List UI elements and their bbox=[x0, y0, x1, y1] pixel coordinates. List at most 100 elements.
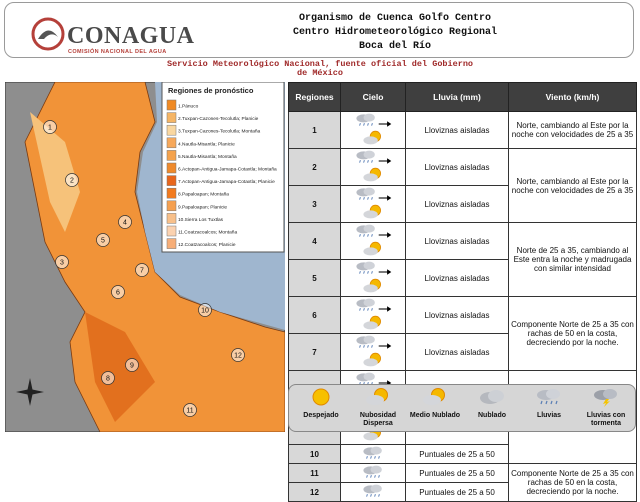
sky-cell bbox=[340, 111, 406, 149]
region-number: 3 bbox=[60, 260, 64, 267]
compass bbox=[16, 378, 44, 406]
header: CONAGUA COMISIÓN NACIONAL DEL AGUA Organ… bbox=[4, 2, 634, 58]
region-cell: 6 bbox=[288, 296, 341, 334]
weather-icon bbox=[354, 223, 378, 239]
region-marker bbox=[135, 263, 149, 277]
brand: CONAGUA bbox=[67, 23, 195, 49]
region-number: 4 bbox=[123, 220, 127, 227]
region-marker bbox=[96, 233, 110, 247]
rain-cell: Lloviznas aisladas bbox=[405, 111, 509, 149]
weather-icon bbox=[534, 387, 564, 407]
region-shape bbox=[85, 312, 155, 422]
rain-cell: Lloviznas aisladas bbox=[405, 148, 509, 186]
legend-label: 5.Nautla-Misantla; Montaña bbox=[178, 154, 237, 160]
region-number: 7 bbox=[140, 268, 144, 275]
region-number: 10 bbox=[201, 308, 209, 315]
weather-icon bbox=[306, 387, 336, 407]
weather-icon bbox=[354, 334, 378, 350]
map-legend-items: 1.Pánuco 2.Tuxpan-Cazones-Tecolutla; Plan… bbox=[166, 99, 277, 249]
map-legend bbox=[161, 82, 285, 253]
legend-label: 2.Tuxpan-Cazones-Tecolutla; Planicie bbox=[178, 116, 259, 122]
title: Organismo de Cuenca Golfo Centro bbox=[298, 13, 492, 24]
legend-label: 11.Coatzacoalcos; Montaña bbox=[178, 230, 237, 236]
region-cell: 5 bbox=[288, 259, 341, 297]
wind-cell: Componente Norte de 25 a 35 con rachas d… bbox=[508, 463, 637, 502]
column-header: Regiones bbox=[288, 82, 341, 112]
map: Regiones de pronóstico 1.Pánuco 2.Tuxpan-… bbox=[5, 82, 285, 432]
sky-cell bbox=[340, 482, 406, 502]
legend-label: 1.Pánuco bbox=[178, 104, 199, 110]
weather-icon bbox=[354, 149, 378, 165]
weather-icon bbox=[378, 157, 392, 165]
legend-swatch bbox=[166, 200, 177, 212]
legend-swatch bbox=[166, 150, 177, 161]
legend-item: Medio Nublado bbox=[407, 387, 463, 420]
header-row: Regiones Cielo Lluvia (mm) Viento (km/h) bbox=[288, 82, 637, 112]
sky-cell bbox=[340, 296, 406, 334]
legend-swatch bbox=[166, 124, 177, 136]
region-number: 5 bbox=[101, 238, 105, 245]
sky-cell bbox=[340, 259, 406, 297]
table-row: 4 Lloviznas aisladas Norte de 25 a 35, cam… bbox=[288, 222, 637, 297]
region-cell: 7 bbox=[288, 333, 341, 371]
region-marker bbox=[125, 358, 139, 372]
region-cell: 3 bbox=[288, 185, 341, 223]
region-marker bbox=[55, 255, 69, 269]
region-cell: 2 bbox=[288, 148, 341, 186]
legend-swatch bbox=[166, 137, 177, 149]
weather-icon bbox=[354, 297, 378, 313]
region-cell: 11 bbox=[288, 463, 341, 483]
region-marker bbox=[183, 403, 197, 417]
table-row: 6 Lloviznas aisladas Componente Norte de 2… bbox=[288, 296, 637, 371]
legend-item: Nubosidad Dispersa bbox=[350, 387, 406, 428]
rain-cell: Lloviznas aisladas bbox=[405, 185, 509, 223]
region-marker bbox=[65, 173, 79, 187]
brand-subtitle: COMISIÓN NACIONAL DEL AGUA bbox=[68, 49, 167, 55]
sky-cell bbox=[340, 333, 406, 371]
legend-swatch bbox=[166, 175, 177, 186]
weather-icon bbox=[591, 387, 621, 407]
weather-icon bbox=[361, 464, 385, 480]
weather-icon bbox=[361, 167, 385, 183]
table-body: 1 Lloviznas aisladas Norte, cambiando al E… bbox=[288, 111, 637, 502]
weather-icon bbox=[361, 241, 385, 257]
rain-cell: Lloviznas aisladas bbox=[405, 259, 509, 297]
column-header: Lluvia (mm) bbox=[405, 82, 509, 112]
legend-item: Lluvias bbox=[521, 387, 577, 420]
legend-swatch bbox=[166, 213, 177, 224]
title: Centro Hidrometeorológico Regional bbox=[292, 27, 498, 38]
weather-icon bbox=[378, 194, 392, 202]
column-header: Cielo bbox=[340, 82, 406, 112]
legend-swatch bbox=[166, 112, 177, 123]
table-row: 5 Lloviznas aisladas bbox=[288, 259, 637, 297]
sky-cell bbox=[340, 222, 406, 260]
weather-icon bbox=[378, 120, 392, 128]
table-row: 11 Puntuales de 25 a 50 Componente Norte d… bbox=[288, 463, 637, 502]
subtitle: Servicio Meteorológico Nacional, fuente … bbox=[166, 59, 474, 78]
sky-legend: Despejado Nubosidad Dispersa Medio Nublado… bbox=[288, 384, 636, 432]
region-shape bbox=[30, 112, 80, 232]
region-cell: 10 bbox=[288, 444, 341, 464]
rain-cell: Puntuales de 25 a 50 bbox=[405, 444, 509, 464]
weather-icon bbox=[361, 130, 385, 146]
weather-icon bbox=[361, 315, 385, 331]
legend-swatch bbox=[166, 187, 177, 199]
wind-cell: Norte, cambiando al Este por la noche co… bbox=[508, 148, 637, 223]
region-marker bbox=[101, 371, 115, 385]
page: {"header": {"brand": "CONAGUA", "brand_s… bbox=[4, 2, 637, 502]
region-number: 8 bbox=[106, 376, 110, 383]
column-header: Viento (km/h) bbox=[508, 82, 637, 112]
region-marker bbox=[111, 285, 125, 299]
wind-cell: Norte de 25 a 35, cambiando al Este entr… bbox=[508, 222, 637, 297]
legend-label: Lluvias con tormenta bbox=[586, 412, 626, 427]
legend-label: Nubosidad Dispersa bbox=[359, 412, 397, 427]
region-cell: 1 bbox=[288, 111, 341, 149]
weather-icon bbox=[363, 387, 393, 407]
legend-item: Despejado bbox=[293, 387, 349, 420]
weather-icon bbox=[354, 186, 378, 202]
sky-cell bbox=[340, 185, 406, 223]
region-cell: 12 bbox=[288, 482, 341, 502]
legend-label: 3.Tuxpan-Cazones-Tecolutla; Montaña bbox=[178, 129, 261, 135]
weather-icon bbox=[378, 342, 392, 350]
